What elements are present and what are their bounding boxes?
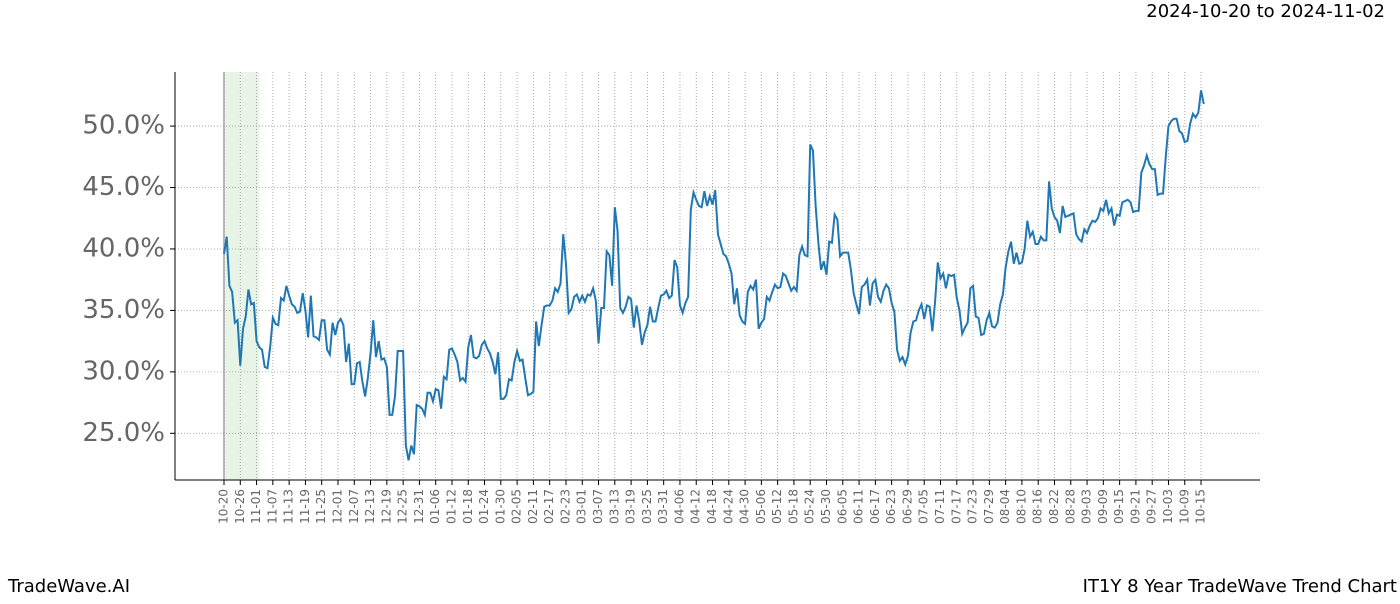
x-tick-label: 05-06 <box>754 489 768 524</box>
x-tick-label: 01-12 <box>444 489 458 524</box>
x-tick-label: 08-10 <box>1014 489 1028 524</box>
y-tick-label: 35.0% <box>82 295 165 325</box>
x-tick-label: 03-01 <box>575 489 589 524</box>
x-tick-label: 08-04 <box>998 489 1012 524</box>
x-tick-label: 10-03 <box>1161 489 1175 524</box>
x-tick-label: 10-09 <box>1177 489 1191 524</box>
y-tick-label: 40.0% <box>82 233 165 263</box>
x-tick-label: 10-20 <box>217 489 231 524</box>
x-tick-label: 07-23 <box>966 489 980 524</box>
x-tick-label: 08-28 <box>1063 489 1077 524</box>
x-tick-label: 11-25 <box>314 489 328 524</box>
x-tick-label: 11-07 <box>265 489 279 524</box>
x-tick-label: 12-01 <box>330 489 344 524</box>
x-tick-label: 02-23 <box>558 489 572 524</box>
chart-title: IT1Y 8 Year TradeWave Trend Chart <box>1083 576 1397 597</box>
x-tick-label: 06-29 <box>900 489 914 524</box>
x-tick-label: 03-19 <box>624 489 638 524</box>
x-tick-label: 09-03 <box>1080 489 1094 524</box>
x-tick-label: 04-12 <box>689 489 703 524</box>
x-tick-label: 02-05 <box>510 489 524 524</box>
x-tick-label: 05-30 <box>819 489 833 524</box>
x-tick-label: 03-25 <box>640 489 654 524</box>
x-tick-label: 07-29 <box>982 489 996 524</box>
x-tick-label: 03-13 <box>607 489 621 524</box>
x-tick-label: 10-26 <box>233 489 247 524</box>
trend-line <box>223 90 1205 461</box>
x-tick-label: 06-05 <box>835 489 849 524</box>
x-tick-label: 06-17 <box>868 489 882 524</box>
x-tick-label: 07-11 <box>933 489 947 524</box>
y-tick-label: 45.0% <box>82 172 165 202</box>
x-tick-label: 12-19 <box>379 489 393 524</box>
x-tick-label: 01-06 <box>428 489 442 524</box>
x-tick-label: 05-18 <box>786 489 800 524</box>
x-tick-label: 11-19 <box>298 489 312 524</box>
x-tick-label: 05-24 <box>803 489 817 524</box>
x-tick-label: 01-18 <box>461 489 475 524</box>
y-tick-label: 25.0% <box>82 418 165 448</box>
x-tick-label: 04-06 <box>672 489 686 524</box>
x-tick-label: 12-07 <box>347 489 361 524</box>
x-tick-label: 09-21 <box>1128 489 1142 524</box>
x-tick-label: 12-31 <box>412 489 426 524</box>
date-range: 2024-10-20 to 2024-11-02 <box>1146 1 1385 22</box>
x-tick-label: 07-05 <box>917 489 931 524</box>
x-tick-label: 01-24 <box>477 489 491 524</box>
x-tick-label: 06-11 <box>852 489 866 524</box>
x-tick-label: 09-09 <box>1096 489 1110 524</box>
brand: TradeWave.AI <box>7 576 130 597</box>
x-tick-label: 03-31 <box>656 489 670 524</box>
x-tick-label: 11-01 <box>249 489 263 524</box>
x-tick-label: 04-30 <box>738 489 752 524</box>
x-tick-label: 01-30 <box>493 489 507 524</box>
x-tick-label: 07-17 <box>949 489 963 524</box>
x-tick-label: 09-27 <box>1145 489 1159 524</box>
x-tick-label: 04-18 <box>705 489 719 524</box>
x-tick-label: 12-13 <box>363 489 377 524</box>
x-tick-label: 08-22 <box>1047 489 1061 524</box>
y-tick-label: 30.0% <box>82 356 165 386</box>
x-tick-label: 02-11 <box>526 489 540 524</box>
x-tick-label: 02-17 <box>542 489 556 524</box>
x-tick-label: 06-23 <box>884 489 898 524</box>
y-tick-label: 50.0% <box>82 111 165 141</box>
x-tick-label: 12-25 <box>396 489 410 524</box>
x-tick-label: 08-16 <box>1031 489 1045 524</box>
x-tick-label: 11-13 <box>282 489 296 524</box>
x-tick-label: 05-12 <box>770 489 784 524</box>
x-tick-label: 04-24 <box>721 489 735 524</box>
x-tick-label: 03-07 <box>591 489 605 524</box>
x-tick-label: 09-15 <box>1112 489 1126 524</box>
x-tick-label: 10-15 <box>1194 489 1208 524</box>
